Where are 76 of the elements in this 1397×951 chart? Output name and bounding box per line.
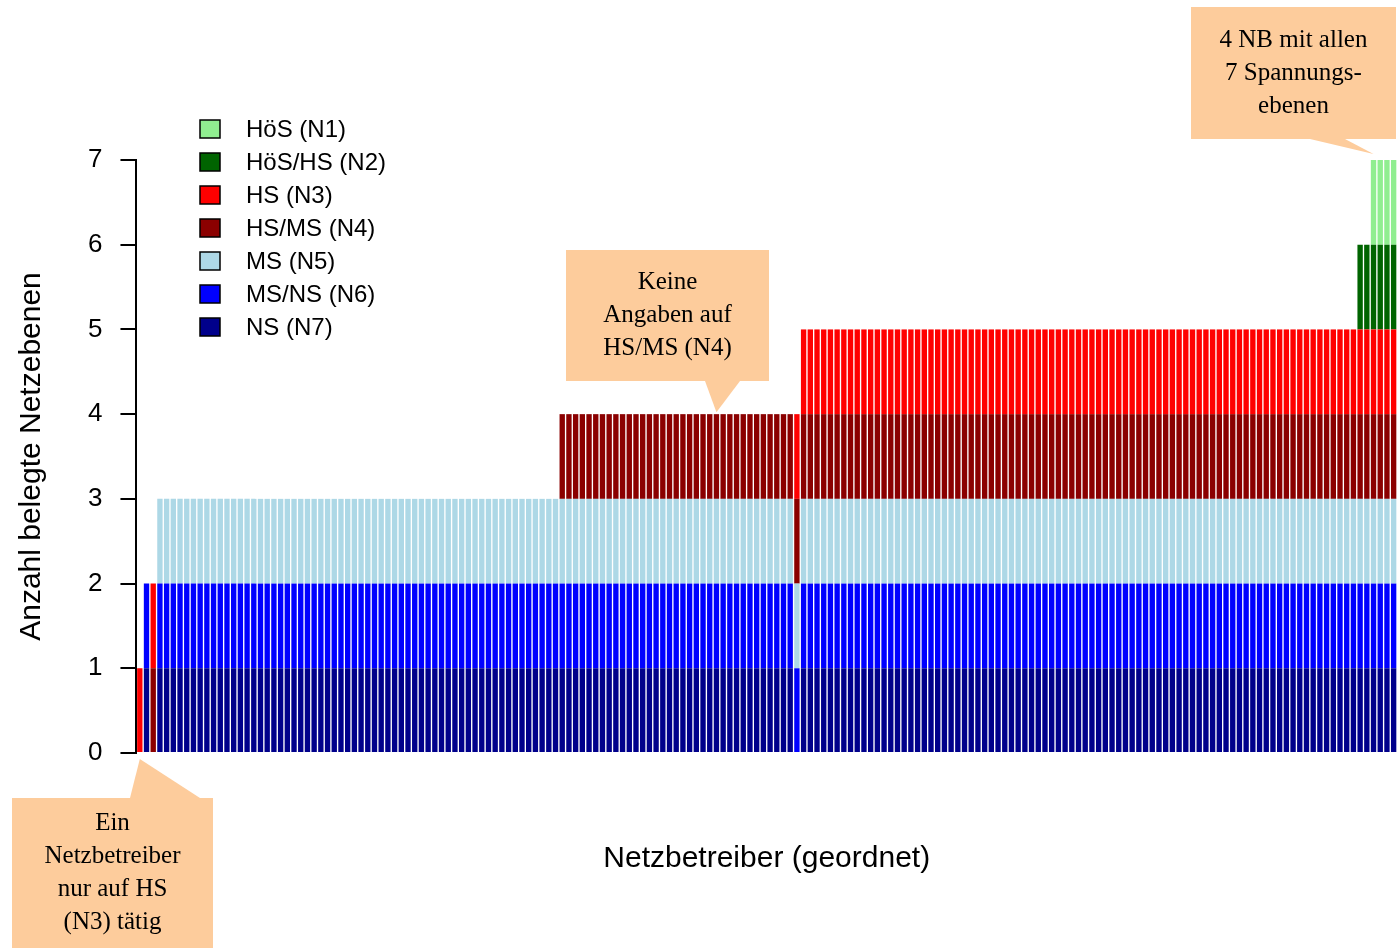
bar	[787, 583, 793, 669]
bar	[552, 583, 559, 669]
y-tick-label: 6	[87, 227, 103, 258]
y-tick-label: 7	[87, 143, 103, 174]
bar	[800, 498, 807, 584]
bar	[1303, 414, 1310, 499]
bar	[794, 414, 800, 499]
y-tick-label: 0	[87, 736, 103, 767]
bar	[894, 414, 901, 499]
legend-label: HS/MS (N4)	[246, 213, 376, 241]
bar	[1303, 668, 1310, 752]
bar	[1075, 668, 1082, 752]
bar	[552, 498, 559, 584]
bar	[780, 668, 787, 752]
bar	[1189, 668, 1196, 752]
bar	[894, 668, 901, 752]
bar	[1303, 498, 1310, 584]
bar	[787, 668, 793, 752]
bar	[257, 498, 264, 584]
bar	[780, 414, 787, 499]
bar	[371, 668, 378, 752]
text: Ein Netzbetreiber nur auf HS (N3) tätig	[44, 808, 182, 936]
bar	[150, 668, 156, 752]
y-tick-label: 5	[87, 312, 103, 343]
bar	[143, 583, 150, 669]
bar	[257, 583, 264, 669]
bar	[800, 414, 807, 499]
bar	[794, 498, 800, 584]
legend-label: NS (N7)	[246, 312, 333, 340]
bar	[800, 329, 807, 415]
bar	[1189, 329, 1196, 415]
legend-label: MS/NS (N6)	[246, 279, 376, 307]
bar	[552, 668, 559, 752]
bar	[794, 668, 800, 752]
y-tick-label: 4	[87, 397, 103, 428]
legend-label: HöS (N1)	[246, 114, 347, 142]
bar	[1370, 160, 1377, 245]
bar	[894, 498, 901, 584]
bar	[666, 414, 673, 499]
bar	[257, 668, 264, 752]
bar	[787, 414, 793, 499]
bar	[1075, 498, 1082, 584]
bar	[371, 498, 378, 584]
bar	[1075, 329, 1082, 415]
annotation: Keine Angaben auf HS/MS (N4)	[603, 267, 733, 362]
bar	[780, 498, 787, 584]
bar	[787, 498, 793, 584]
bar	[780, 583, 787, 669]
x-axis-title: Netzbetreiber (geordnet)	[603, 840, 931, 874]
bar	[666, 583, 673, 669]
legend-label: HöS/HS (N2)	[246, 147, 387, 175]
bar	[1189, 583, 1196, 669]
bar	[1075, 414, 1082, 499]
legend-label: MS (N5)	[246, 246, 336, 274]
text: 4 NB mit allen 7 Spannungs-ebenen	[1219, 24, 1368, 118]
bar	[1075, 583, 1082, 669]
bar	[150, 583, 156, 669]
y-tick-label: 3	[87, 482, 103, 513]
bar	[800, 668, 807, 752]
bar	[137, 668, 143, 752]
y-tick-label: 2	[87, 566, 103, 597]
bar	[666, 498, 673, 584]
bar	[1303, 329, 1310, 415]
bar	[371, 583, 378, 669]
bar	[143, 668, 150, 752]
bar	[794, 583, 800, 669]
bar	[666, 668, 673, 752]
bar	[1189, 414, 1196, 499]
bar	[800, 583, 807, 669]
bar	[894, 583, 901, 669]
bar	[1303, 583, 1310, 669]
bar	[894, 329, 901, 415]
y-tick-label: 1	[87, 651, 103, 682]
bar	[1189, 498, 1196, 584]
legend-label: HS (N3)	[246, 180, 333, 208]
y-axis-title: Anzahl belegte Netzebenen	[13, 272, 47, 641]
